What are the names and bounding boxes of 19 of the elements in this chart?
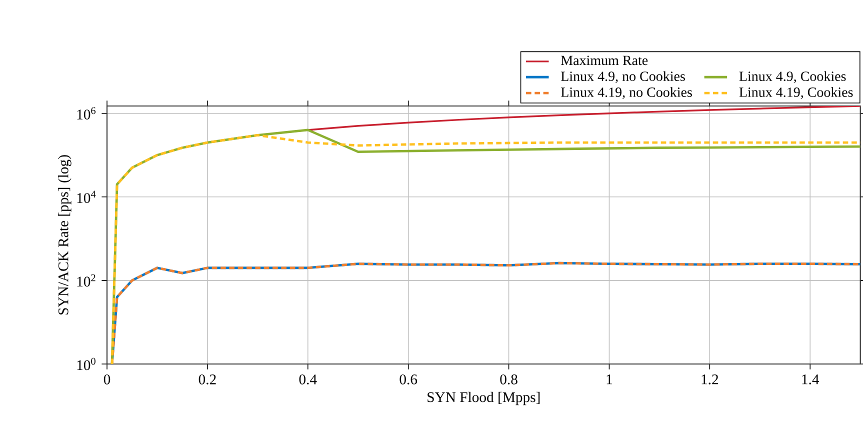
- x-tick-label: 0.4: [299, 374, 317, 384]
- x-tick-label: 1.2: [702, 374, 718, 384]
- y-tick-label: 10$^{2}$: [77, 274, 96, 287]
- x-tick-label: 0.2: [198, 374, 216, 384]
- y-tick-label: 10$^{0}$: [77, 358, 96, 370]
- y-tick-label: 10$^{4}$: [77, 190, 96, 203]
- legend-label: Linux 4.9, no Cookies: [561, 71, 685, 84]
- x-axis-title: SYN Flood [Mpps]: [428, 392, 540, 406]
- x-tick-label: 0.6: [400, 374, 418, 384]
- legend-label: Linux 4.19, no Cookies: [561, 87, 692, 99]
- x-tick-label: 1.4: [802, 374, 820, 384]
- x-tick-label: 0: [104, 374, 110, 384]
- y-axis-title: SYN/ACK Rate [pps] (log): [58, 155, 72, 314]
- y-tick-label: 10$^{6}$: [77, 107, 96, 120]
- legend-label: Linux 4.9, Cookies: [739, 71, 846, 84]
- x-tick-label: 0.8: [500, 374, 518, 384]
- legend-label: Maximum Rate: [561, 56, 648, 66]
- x-tick-label: 1: [606, 374, 612, 384]
- legend-label: Linux 4.19, Cookies: [739, 87, 853, 99]
